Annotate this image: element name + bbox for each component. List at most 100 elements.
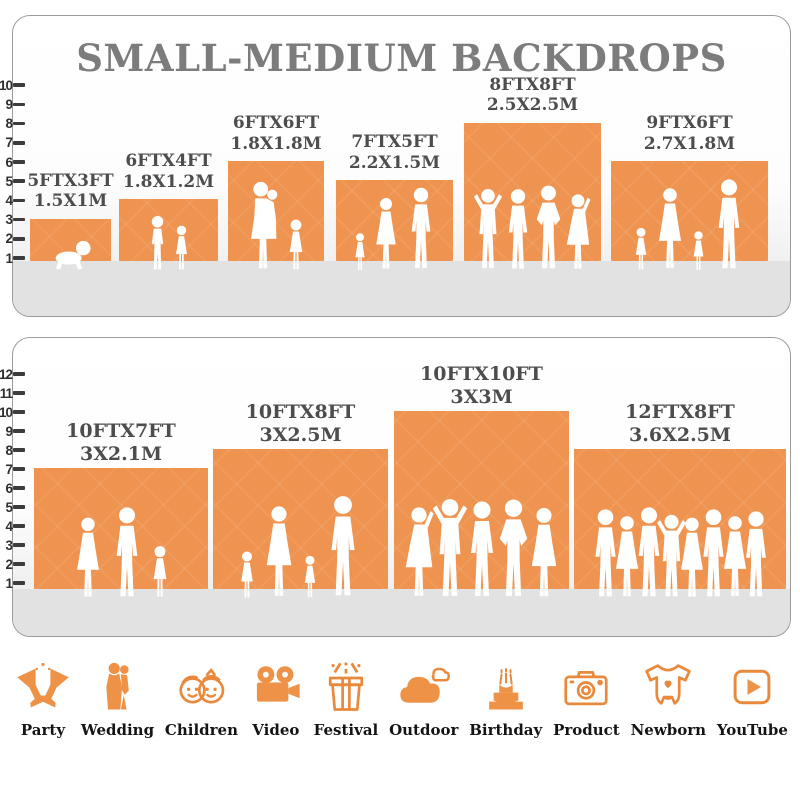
legend-item-party: Party [16,652,70,739]
floor-strip [13,261,790,316]
backdrop-size-label: 10FTX8FT 3X2.5M [173,401,428,447]
y-tick-label: 10 [0,404,13,420]
size-ft: 5FTX3FT [27,170,114,191]
y-tick-label: 2 [5,231,13,247]
size-m: 1.5X1M [33,191,108,212]
woman-baby-silhouette [251,181,278,269]
party-icon [16,652,70,714]
woman-silhouette [658,188,681,269]
size-ft: 8FTX8FT [489,74,576,95]
y-tick-4: 4 [0,193,25,208]
y-tick-dash [13,524,25,528]
size-ft: 12FTX8FT [625,401,735,423]
people-silhouette-group [394,496,569,600]
y-tick-dash [13,160,25,164]
backdrop-size-label: 10FTX10FT 3X3M [354,363,609,409]
people-silhouette-group [213,494,388,600]
legend-item-children: Children [165,652,238,739]
y-tick-8: 8 [0,443,25,458]
y-tick-label: 7 [5,461,13,477]
backdrop-size-label: 10FTX7FT 3X2.1M [13,420,248,466]
girl-silhouette [176,225,187,270]
y-tick-dash [13,256,25,260]
size-ft: 9FTX6FT [646,113,733,133]
legend-label: YouTube [716,721,788,739]
y-tick-7: 7 [0,461,25,477]
legend-item-video: Video [249,652,303,739]
people-silhouette-group [228,180,324,272]
man-silhouette [471,501,493,596]
y-tick-label: 8 [5,116,13,132]
girl-silhouette [289,219,303,270]
man-silhouette [508,189,528,269]
y-tick-2: 2 [0,231,25,247]
y-tick-dash [13,372,25,376]
y-tick-label: 2 [5,556,13,572]
backdrop-12ftx8ft [574,449,786,597]
backdrop-size-label: 5FTX3FT 1.5X1M [13,170,151,212]
legend-label: Newborn [630,721,707,739]
people-silhouette-group [34,506,208,600]
y-tick-1: 1 [0,250,25,266]
size-ft: 10FTX7FT [66,420,176,442]
backdrop-10ftx7ft [34,468,208,597]
y-tick-label: 4 [5,518,13,534]
y-tick-10: 10 [0,77,25,93]
y-tick-label: 1 [5,250,13,266]
backdrop-5ftx3ft [30,218,111,270]
woman-silhouette [615,516,638,597]
y-tick-label: 10 [0,77,13,93]
backdrop-10ftx8ft [213,449,388,598]
y-tick-label: 5 [5,499,13,515]
y-tick-11: 11 [0,386,25,401]
y-tick-1: 1 [0,575,25,591]
legend-item-youtube: YouTube [717,652,788,739]
backdrop-size-label: 12FTX8FT 3.6X2.5M [534,401,790,447]
y-tick-8: 8 [0,116,25,132]
y-tick-dash [13,410,25,414]
y-tick-4: 4 [0,518,25,534]
y-tick-label: 5 [5,173,13,189]
man-armsup-silhouette [473,189,503,269]
legend-label: Outdoor [389,721,459,739]
woman-silhouette [375,197,396,269]
size-ft: 6FTX6FT [232,113,320,133]
backdrop-size-label: 8FTX8FT 2.5X2.5M [424,75,641,116]
y-tick-dash [13,141,25,145]
y-tick-7: 7 [0,135,25,150]
y-tick-label: 3 [5,537,13,553]
girl-silhouette [241,551,253,598]
legend-label: Birthday [469,721,543,739]
people-silhouette-group [611,178,768,272]
y-tick-6: 6 [0,481,25,496]
backdrop-size-label: 6FTX6FT 1.8X1.8M [188,113,364,154]
youtube-icon [725,652,779,714]
size-m: 2.7X1.8M [643,133,736,154]
children-icon [174,652,228,714]
people-silhouette-group [336,186,453,272]
backdrop-7ftx5ft [336,180,453,270]
man-silhouette [411,187,430,269]
size-m: 3X3M [450,386,513,409]
y-tick-label: 6 [5,154,13,170]
y-tick-label: 3 [5,212,13,228]
y-tick-9: 9 [0,424,25,439]
size-ft: 10FTX10FT [420,363,543,385]
backdrop-size-label: 7FTX5FT 2.2X1.5M [296,132,493,173]
girl-silhouette [304,555,316,598]
floor-strip [13,589,790,636]
y-tick-12: 12 [0,367,25,382]
y-tick-dash [13,102,25,107]
legend-item-outdoor: Outdoor [389,652,458,739]
woman-silhouette [531,507,557,597]
man-silhouette [745,511,766,597]
y-tick-dash [13,562,25,566]
backdrop-6ftx4ft [119,199,218,270]
y-tick-dash [13,486,25,490]
size-ft: 10FTX8FT [245,401,356,423]
size-m: 2.2X1.5M [348,152,441,173]
size-m: 3X2.5M [259,424,342,447]
small-medium-backdrops-panel: SMALL-MEDIUM BACKDROPS 5FTX3FT 1.5X1M 6FTX… [12,15,791,317]
outdoor-icon [397,652,451,714]
y-tick-label: 1 [5,575,13,591]
